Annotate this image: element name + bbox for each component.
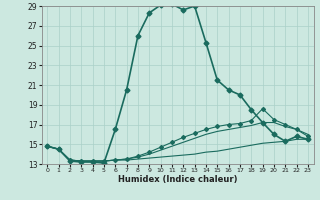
X-axis label: Humidex (Indice chaleur): Humidex (Indice chaleur) — [118, 175, 237, 184]
